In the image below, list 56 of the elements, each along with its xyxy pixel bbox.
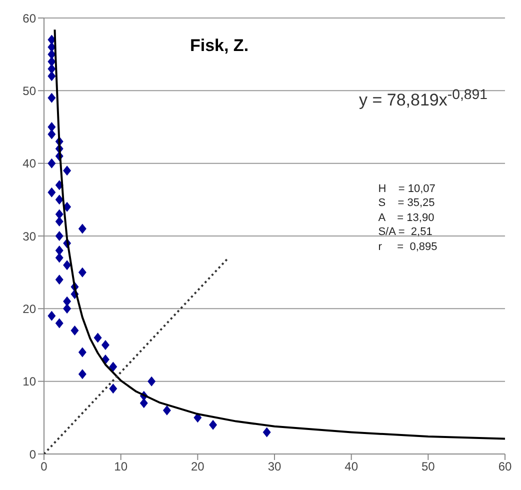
point: [55, 318, 64, 328]
point: [70, 325, 79, 336]
point: [109, 362, 118, 372]
annotation: H = 10,07: [378, 182, 436, 196]
y-tick-label: 60: [22, 11, 36, 26]
y-tick-label: 10: [22, 374, 36, 389]
y-tick-label: 30: [22, 229, 36, 244]
y-tick-label: 40: [22, 156, 36, 171]
point: [148, 376, 156, 386]
point: [78, 369, 86, 380]
x-tick-label: 50: [421, 460, 436, 474]
point: [63, 260, 72, 270]
point: [55, 246, 64, 256]
point: [78, 347, 86, 358]
point: [48, 71, 56, 82]
point: [78, 224, 86, 234]
point: [94, 332, 102, 343]
point: [63, 304, 72, 314]
y-tick-label: 20: [22, 302, 36, 316]
point: [63, 296, 72, 306]
annotation: A = 13,90: [378, 210, 436, 225]
point: [63, 166, 72, 176]
point: [55, 209, 64, 220]
annotation: r = 0,895: [378, 240, 438, 254]
point: [55, 252, 64, 263]
point: [55, 231, 64, 241]
text: Fisk, Z.: [190, 36, 249, 56]
point: [55, 216, 64, 226]
point: [109, 384, 118, 394]
x-tick-label: 20: [190, 460, 205, 474]
point: [48, 129, 56, 140]
y-tick-label: 50: [22, 84, 36, 98]
point: [48, 187, 56, 198]
x-tick-label: 30: [268, 460, 282, 474]
x-tick-label: 60: [498, 460, 512, 474]
point: [48, 64, 56, 74]
point: [48, 122, 56, 132]
x-tick-label: 0: [40, 460, 48, 474]
x-tick-label: 10: [114, 460, 128, 474]
point: [48, 310, 56, 321]
annotation: S/A = 2,51: [378, 225, 434, 240]
point: [48, 92, 56, 103]
point: [55, 194, 64, 205]
point: [262, 427, 271, 438]
y-tick-label: 0: [29, 447, 36, 462]
point: [48, 56, 56, 67]
point: [162, 405, 171, 416]
point: [140, 398, 148, 408]
x-tick-label: 40: [344, 460, 358, 474]
point: [48, 158, 56, 168]
annotation: S = 35,25: [378, 196, 436, 210]
point: [101, 340, 110, 350]
point: [209, 420, 218, 430]
point: [55, 274, 64, 285]
annotation: y = 78,819x$^{-0,891}$: [359, 87, 488, 111]
point: [78, 267, 86, 278]
